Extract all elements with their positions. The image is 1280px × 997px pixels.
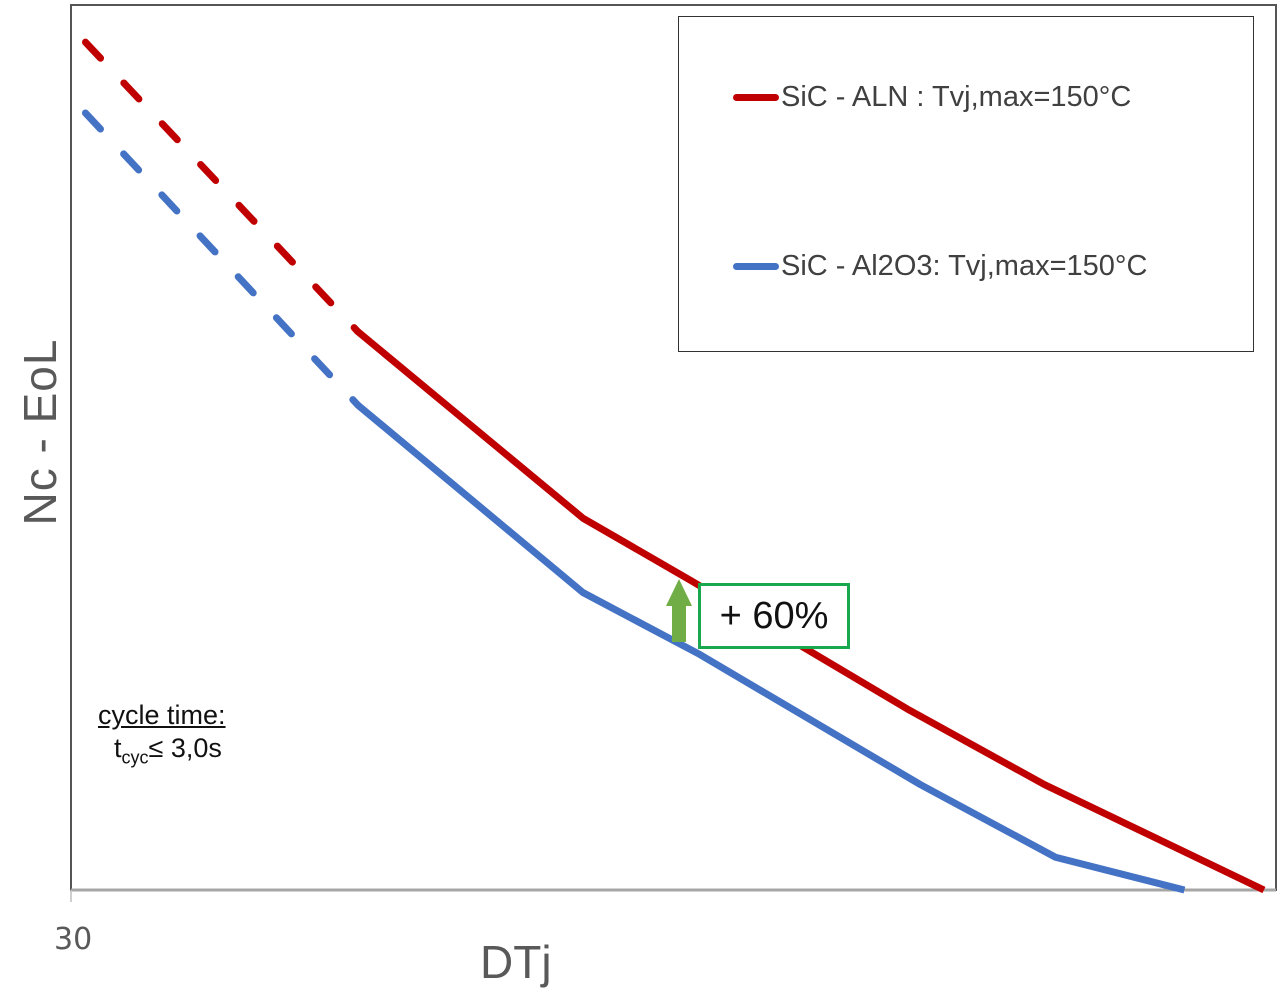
cycle-time-note: cycle time: tcyc≤ 3,0s xyxy=(98,700,226,768)
legend: SiC - ALN : Tvj,max=150°C SiC - Al2O3: T… xyxy=(678,16,1254,352)
legend-item-aln: SiC - ALN : Tvj,max=150°C xyxy=(733,81,1131,114)
legend-swatch-aln xyxy=(733,94,779,101)
cycle-time-limit: ≤ 3,0s xyxy=(148,733,222,763)
legend-label-al2o3: SiC - Al2O3: Tvj,max=150°C xyxy=(781,250,1148,282)
x-tick-label: 30 xyxy=(54,922,93,957)
x-axis-label: DTj xyxy=(480,936,552,988)
series-aln-extrapolated-line xyxy=(81,38,362,336)
legend-swatch-al2o3 xyxy=(733,263,779,270)
cycle-time-subscript: cyc xyxy=(121,747,149,768)
improvement-annotation: + 60% xyxy=(698,583,850,649)
cycle-time-title: cycle time: xyxy=(98,700,226,730)
y-axis-label: Nc - EoL xyxy=(14,338,66,526)
series-al2o3-line xyxy=(355,402,1186,894)
legend-item-al2o3: SiC - Al2O3: Tvj,max=150°C xyxy=(733,250,1147,283)
series-al2o3-extrapolated-line xyxy=(81,109,362,409)
cycle-time-value: tcyc≤ 3,0s xyxy=(114,733,226,768)
up-arrow-icon xyxy=(666,579,692,642)
cycle-time-symbol: t xyxy=(114,733,122,763)
legend-label-aln: SiC - ALN : Tvj,max=150°C xyxy=(781,81,1132,113)
